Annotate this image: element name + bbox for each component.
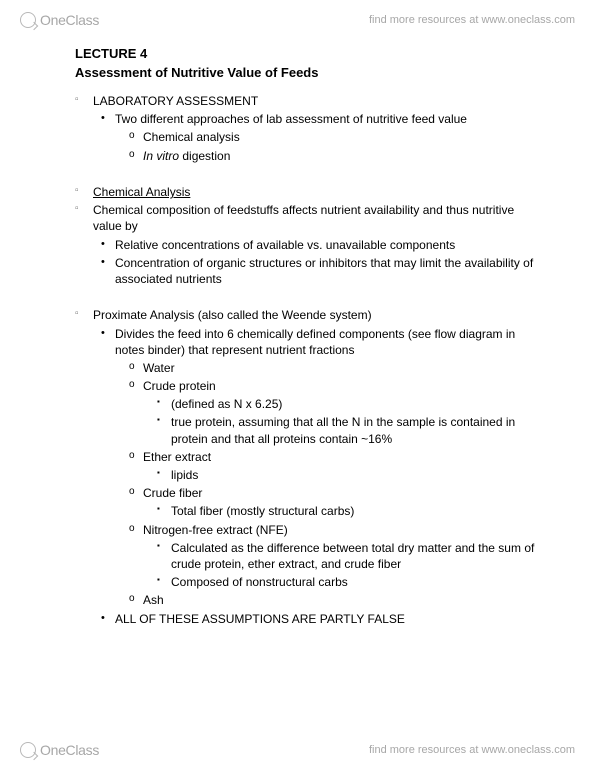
page-header: OneClass find more resources at www.onec… xyxy=(0,6,595,34)
lab-approach-chemical: Chemical analysis xyxy=(75,129,535,145)
component-water: Water xyxy=(75,360,535,376)
logo: OneClass xyxy=(20,12,99,28)
chemical-analysis-heading: Chemical Analysis xyxy=(75,184,535,200)
spacer xyxy=(75,289,535,305)
section-lab-assessment: LABORATORY ASSESSMENT xyxy=(75,93,535,109)
nfe-composed: Composed of nonstructural carbs xyxy=(75,574,535,590)
component-nfe: Nitrogen-free extract (NFE) xyxy=(75,522,535,538)
chemical-analysis-text: Chemical Analysis xyxy=(93,185,190,199)
logo: OneClass xyxy=(20,742,99,758)
lecture-subtitle: Assessment of Nutritive Value of Feeds xyxy=(75,64,535,82)
logo-text: OneClass xyxy=(40,742,99,758)
chem-point-2: Concentration of organic structures or i… xyxy=(75,255,535,287)
invitro-italic: In vitro xyxy=(143,149,179,163)
footer-tagline: find more resources at www.oneclass.com xyxy=(369,744,575,756)
invitro-rest: digestion xyxy=(179,149,230,163)
logo-text: OneClass xyxy=(40,12,99,28)
component-ether-extract: Ether extract xyxy=(75,449,535,465)
ee-lipids: lipids xyxy=(75,467,535,483)
magnifier-icon xyxy=(20,12,36,28)
component-crude-protein: Crude protein xyxy=(75,378,535,394)
cp-definition: (defined as N x 6.25) xyxy=(75,396,535,412)
spacer xyxy=(75,166,535,182)
proximate-intro: Divides the feed into 6 chemically defin… xyxy=(75,326,535,358)
magnifier-icon xyxy=(20,742,36,758)
component-crude-fiber: Crude fiber xyxy=(75,485,535,501)
lecture-label: LECTURE 4 xyxy=(75,45,535,63)
cp-true-protein: true protein, assuming that all the N in… xyxy=(75,414,535,446)
chem-point-1: Relative concentrations of available vs.… xyxy=(75,237,535,253)
assumptions-note: ALL OF THESE ASSUMPTIONS ARE PARTLY FALS… xyxy=(75,611,535,627)
proximate-heading: Proximate Analysis (also called the Ween… xyxy=(75,307,535,323)
lab-approach-invitro: In vitro digestion xyxy=(75,148,535,164)
component-ash: Ash xyxy=(75,592,535,608)
chemical-intro: Chemical composition of feedstuffs affec… xyxy=(75,202,535,234)
page-footer: OneClass find more resources at www.onec… xyxy=(0,736,595,764)
nfe-calc: Calculated as the difference between tot… xyxy=(75,540,535,572)
header-tagline: find more resources at www.oneclass.com xyxy=(369,14,575,26)
lab-intro: Two different approaches of lab assessme… xyxy=(75,111,535,127)
cf-total-fiber: Total fiber (mostly structural carbs) xyxy=(75,503,535,519)
document-body: LECTURE 4 Assessment of Nutritive Value … xyxy=(75,45,535,627)
